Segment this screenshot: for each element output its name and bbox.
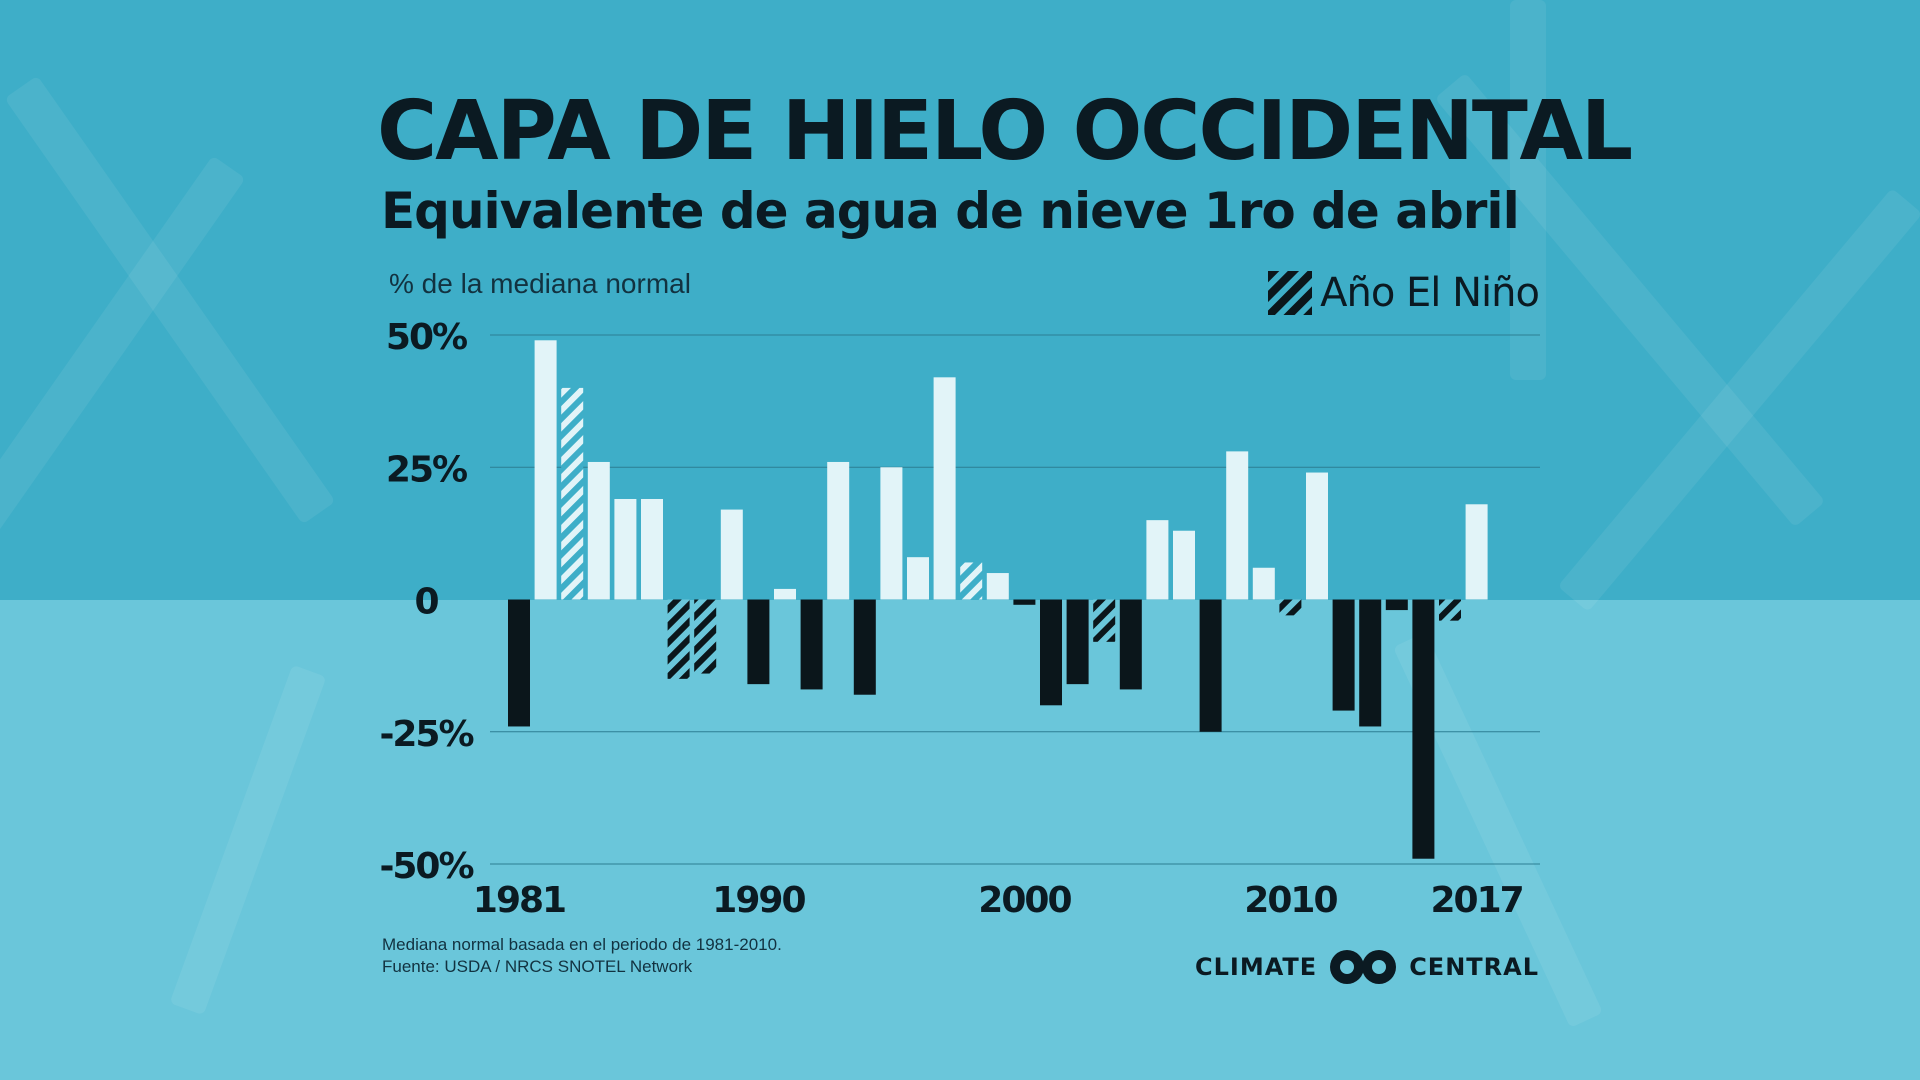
bar-1997: [933, 377, 956, 600]
bar-2007: [1199, 599, 1222, 732]
climate-central-logo-icon: [1330, 950, 1397, 984]
y-tick-label: 0: [414, 582, 438, 623]
x-tick-label: 2010: [1244, 880, 1337, 921]
bar-1989: [720, 509, 743, 600]
bar-2014: [1385, 599, 1408, 611]
x-tick-label: 2017: [1430, 880, 1522, 921]
y-tick-label: -50%: [379, 846, 473, 887]
legend-label: Año El Niño: [1320, 270, 1540, 316]
bar-2017: [1465, 504, 1488, 600]
bar-2009: [1252, 567, 1275, 600]
bar-1996: [907, 557, 929, 600]
background-upper: [0, 0, 1920, 600]
bar-1993: [827, 461, 850, 600]
bar-1998: [960, 562, 983, 600]
chart-title: CAPA DE HIELO OCCIDENTAL: [377, 84, 1633, 179]
footnote-source: Fuente: USDA / NRCS SNOTEL Network: [382, 957, 693, 976]
gridlines: [490, 334, 1540, 865]
bar-2004: [1119, 599, 1142, 690]
bar-1987: [667, 599, 690, 679]
bar-1999: [986, 573, 1009, 600]
bars: [508, 340, 1488, 859]
bar-1983: [561, 387, 584, 600]
brand-logo: CLIMATE CENTRAL: [1195, 947, 1539, 987]
footnote: Mediana normal basada en el periodo de 1…: [382, 934, 782, 978]
y-axis-unit-label: % de la mediana normal: [389, 268, 691, 299]
brand-left-word: CLIMATE: [1194, 953, 1318, 981]
bar-2013: [1359, 599, 1382, 727]
bar-2012: [1332, 599, 1355, 711]
bar-2002: [1066, 599, 1089, 685]
bar-2003: [1093, 599, 1116, 642]
bar-2005: [1146, 520, 1169, 600]
legend: Año El Niño: [1268, 270, 1540, 316]
background-lower: [0, 600, 1920, 1080]
bar-1986: [641, 498, 663, 600]
bar-1982: [534, 340, 557, 600]
hatched-swatch-icon: [1268, 271, 1313, 315]
bar-1991: [774, 588, 796, 600]
bar-2000: [1013, 599, 1036, 605]
bar-2010: [1279, 599, 1302, 616]
x-tick-label: 1990: [712, 880, 805, 921]
bar-1995: [880, 467, 903, 600]
y-tick-label: -25%: [379, 714, 473, 755]
bar-2015: [1412, 599, 1435, 859]
y-tick-label: 25%: [386, 449, 467, 490]
bar-2001: [1040, 599, 1062, 706]
bar-2006: [1173, 530, 1195, 600]
snowflake-decoration: [1510, 0, 1546, 380]
bar-1988: [694, 599, 717, 674]
brand-right-word: CENTRAL: [1409, 953, 1539, 981]
bar-2011: [1306, 472, 1328, 600]
bar-1985: [614, 498, 637, 600]
chart-subtitle: Equivalente de agua de nieve 1ro de abri…: [381, 182, 1520, 240]
bar-1994: [853, 599, 876, 695]
x-axis-ticks: 1981 1990 2000 2010 2017: [473, 880, 1525, 921]
footnote-period: Mediana normal basada en el periodo de 1…: [382, 935, 782, 954]
x-tick-label: 1981: [473, 880, 565, 921]
y-tick-label: 50%: [386, 317, 467, 358]
bar-1992: [800, 599, 823, 690]
bar-2016: [1439, 599, 1461, 621]
bar-1990: [747, 599, 770, 685]
bar-1981: [508, 599, 530, 727]
bar-2008: [1226, 451, 1249, 600]
y-axis-ticks: 50% 25% 0 -25% -50%: [379, 317, 475, 887]
x-tick-label: 2000: [978, 880, 1071, 921]
bar-1984: [587, 461, 610, 600]
